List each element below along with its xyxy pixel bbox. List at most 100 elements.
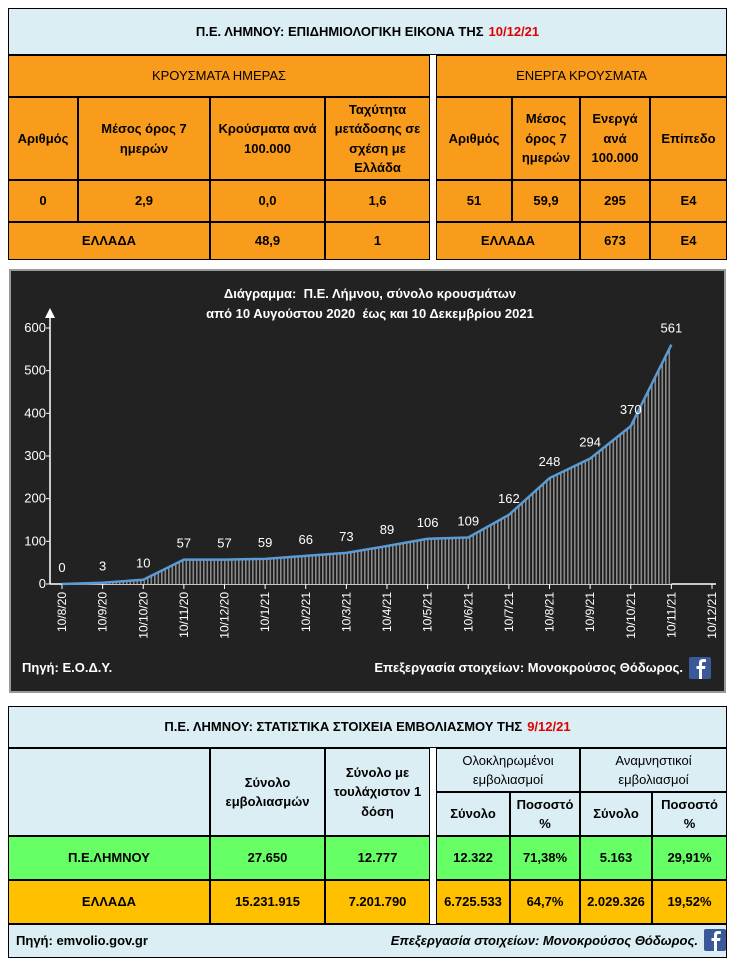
- x-tick-label: 10/9/21: [583, 592, 597, 632]
- line: [61, 344, 673, 586]
- y-tick-label: 100: [24, 533, 46, 548]
- row-label: ΕΛΛΑΔΑ: [8, 880, 210, 924]
- data-label: 59: [258, 535, 272, 550]
- chart-subtitle: από 10 Αυγούστου 2020 έως και 10 Δεκεμβρ…: [206, 306, 534, 321]
- column-header: Ποσοστό %: [652, 792, 727, 836]
- x-tick-label: 10/8/21: [543, 592, 557, 632]
- value-cell: 1: [325, 222, 430, 260]
- column-header: Μέσος όρος 7 ημερών: [78, 97, 210, 180]
- data-label: 106: [417, 515, 439, 530]
- table-source: Πηγή: emvolio.gov.gr: [16, 933, 148, 949]
- x-tick-label: 10/9/20: [96, 592, 110, 632]
- x-tick-label: 10/11/21: [664, 592, 678, 638]
- value-cell: 2,9: [78, 180, 210, 222]
- x-tick-label: 10/11/20: [177, 592, 191, 638]
- data-label: 10: [136, 556, 150, 571]
- value-cell: 2.029.326: [580, 880, 652, 924]
- x-tick-label: 10/3/21: [339, 592, 353, 632]
- facebook-icon: [704, 929, 726, 951]
- x-tick-label: 10/4/21: [380, 592, 394, 632]
- header-blank: [8, 748, 210, 836]
- y-tick-label: 0: [39, 576, 46, 591]
- column-header: Μέσος όρος 7 ημερών: [512, 97, 580, 180]
- column-header: Επίπεδο: [650, 97, 727, 180]
- value-cell: 6.725.533: [436, 880, 510, 924]
- data-label: 57: [217, 536, 231, 551]
- x-tick-label: 10/10/21: [624, 592, 638, 639]
- data-label: 561: [661, 321, 683, 336]
- title-title: Π.Ε. ΛΗΜΝΟΥ: ΕΠΙΔΗΜΙΟΛΟΓΙΚΗ ΕΙΚΟΝΑ ΤΗΣ: [195, 23, 484, 39]
- value-cell: 7.201.790: [325, 880, 430, 924]
- y-axis-arrow: [45, 308, 55, 318]
- section-heading: ΕΝΕΡΓΑ ΚΡΟΥΣΜΑΤΑ: [436, 55, 727, 97]
- facebook-icon: [689, 657, 711, 679]
- data-label: 66: [299, 532, 313, 547]
- data-label: 294: [579, 435, 601, 450]
- section-heading: ΚΡΟΥΣΜΑΤΑ ΗΜΕΡΑΣ: [8, 55, 430, 97]
- value-cell: 64,7%: [510, 880, 580, 924]
- table-title: Π.Ε. ΛΗΜΝΟΥ: ΕΠΙΔΗΜΙΟΛΟΓΙΚΗ ΕΙΚΟΝΑ ΤΗΣ 10…: [8, 8, 727, 55]
- x-tick-label: 10/5/21: [421, 592, 435, 632]
- x-tick-label: 10/10/20: [136, 592, 150, 639]
- title-date: 10/12/21: [488, 23, 540, 39]
- data-label: 57: [177, 536, 191, 551]
- value-cell: 15.231.915: [210, 880, 325, 924]
- value-cell: 5.163: [580, 836, 652, 880]
- column-header: Ταχύτητα μετάδοσης σε σχέση με Ελλάδα: [325, 97, 430, 180]
- group-header: Αναμνηστικοί εμβολιασμοί: [580, 748, 727, 792]
- y-tick-label: 600: [24, 320, 46, 335]
- data-label: 109: [457, 513, 479, 528]
- value-cell: 295: [580, 180, 650, 222]
- column-header: Κρούσματα ανά 100.000: [210, 97, 325, 180]
- value-cell: 51: [436, 180, 512, 222]
- y-tick-label: 400: [24, 405, 46, 420]
- data-label: 162: [498, 491, 520, 506]
- x-tick-label: 10/1/21: [258, 592, 272, 632]
- column-header: Αριθμός: [436, 97, 512, 180]
- data-label: 89: [380, 522, 394, 537]
- value-cell: 12.777: [325, 836, 430, 880]
- area: [62, 344, 672, 584]
- table-title: Π.Ε. ΛΗΜΝΟΥ: ΣΤΑΤΙΣΤΙΚΑ ΣΤΟΙΧΕΙΑ ΕΜΒΟΛΙΑ…: [8, 706, 727, 748]
- x-tick-label: 10/12/21: [705, 592, 719, 639]
- row-label: ΕΛΛΑΔΑ: [436, 222, 580, 260]
- column-header: Σύνολο εμβολιασμών: [210, 748, 325, 836]
- y-tick-label: 200: [24, 491, 46, 506]
- x-tick-label: 10/12/20: [218, 592, 232, 639]
- chart-title: Διάγραμμα: Π.Ε. Λήμνου, σύνολο κρουσμάτω…: [224, 286, 516, 301]
- x-tick-label: 10/7/21: [502, 592, 516, 632]
- value-cell: 0: [8, 180, 78, 222]
- value-cell: 71,38%: [510, 836, 580, 880]
- y-tick-label: 300: [24, 448, 46, 463]
- x-tick-label: 10/8/20: [55, 592, 69, 632]
- group-header: Ολοκληρωμένοι εμβολιασμοί: [436, 748, 580, 792]
- x-tick-label: 10/6/21: [461, 592, 475, 632]
- table-footer: [8, 924, 727, 958]
- table-credit: Επεξεργασία στοιχείων: Μονοκρούσος Θόδωρ…: [390, 933, 698, 949]
- column-header: Σύνολο: [436, 792, 510, 836]
- column-header: Σύνολο: [580, 792, 652, 836]
- value-cell: 1,6: [325, 180, 430, 222]
- data-label: 73: [339, 529, 353, 544]
- value-cell: Ε4: [650, 222, 727, 260]
- title-title: Π.Ε. ΛΗΜΝΟΥ: ΣΤΑΤΙΣΤΙΚΑ ΣΤΟΙΧΕΙΑ ΕΜΒΟΛΙΑ…: [164, 719, 523, 735]
- column-header: Σύνολο με τουλάχιστον 1 δόση: [325, 748, 430, 836]
- value-cell: 29,91%: [652, 836, 727, 880]
- row-label: Π.Ε.ΛΗΜΝΟΥ: [8, 836, 210, 880]
- data-label: 3: [99, 559, 106, 574]
- value-cell: 0,0: [210, 180, 325, 222]
- data-label: 248: [539, 454, 561, 469]
- value-cell: 19,52%: [652, 880, 727, 924]
- value-cell: Ε4: [650, 180, 727, 222]
- column-header: Ενεργά ανά 100.000: [580, 97, 650, 180]
- chart-source: Πηγή: Ε.Ο.Δ.Υ.: [22, 660, 112, 675]
- data-label: 370: [620, 402, 642, 417]
- value-cell: 59,9: [512, 180, 580, 222]
- x-tick-label: 10/2/21: [299, 592, 313, 632]
- chart: Διάγραμμα: Π.Ε. Λήμνου, σύνολο κρουσμάτω…: [9, 269, 726, 693]
- y-tick-label: 500: [24, 363, 46, 378]
- column-header: Ποσοστό %: [510, 792, 580, 836]
- data-label: 0: [58, 560, 65, 575]
- value-cell: 27.650: [210, 836, 325, 880]
